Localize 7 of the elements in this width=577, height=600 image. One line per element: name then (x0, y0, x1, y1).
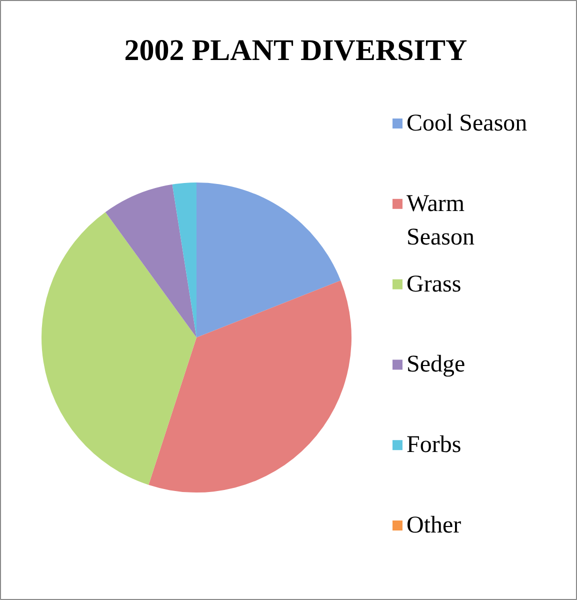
legend-label: Grass (406, 271, 462, 298)
chart-title: 2002 PLANT DIVERSITY (124, 34, 468, 67)
legend-label: Sedge (406, 352, 466, 378)
legend-label: Other (406, 512, 462, 538)
legend-label: Cool Season (406, 110, 528, 136)
legend-label: Warm Season (406, 190, 474, 251)
legend-label: Forbs (406, 432, 462, 458)
